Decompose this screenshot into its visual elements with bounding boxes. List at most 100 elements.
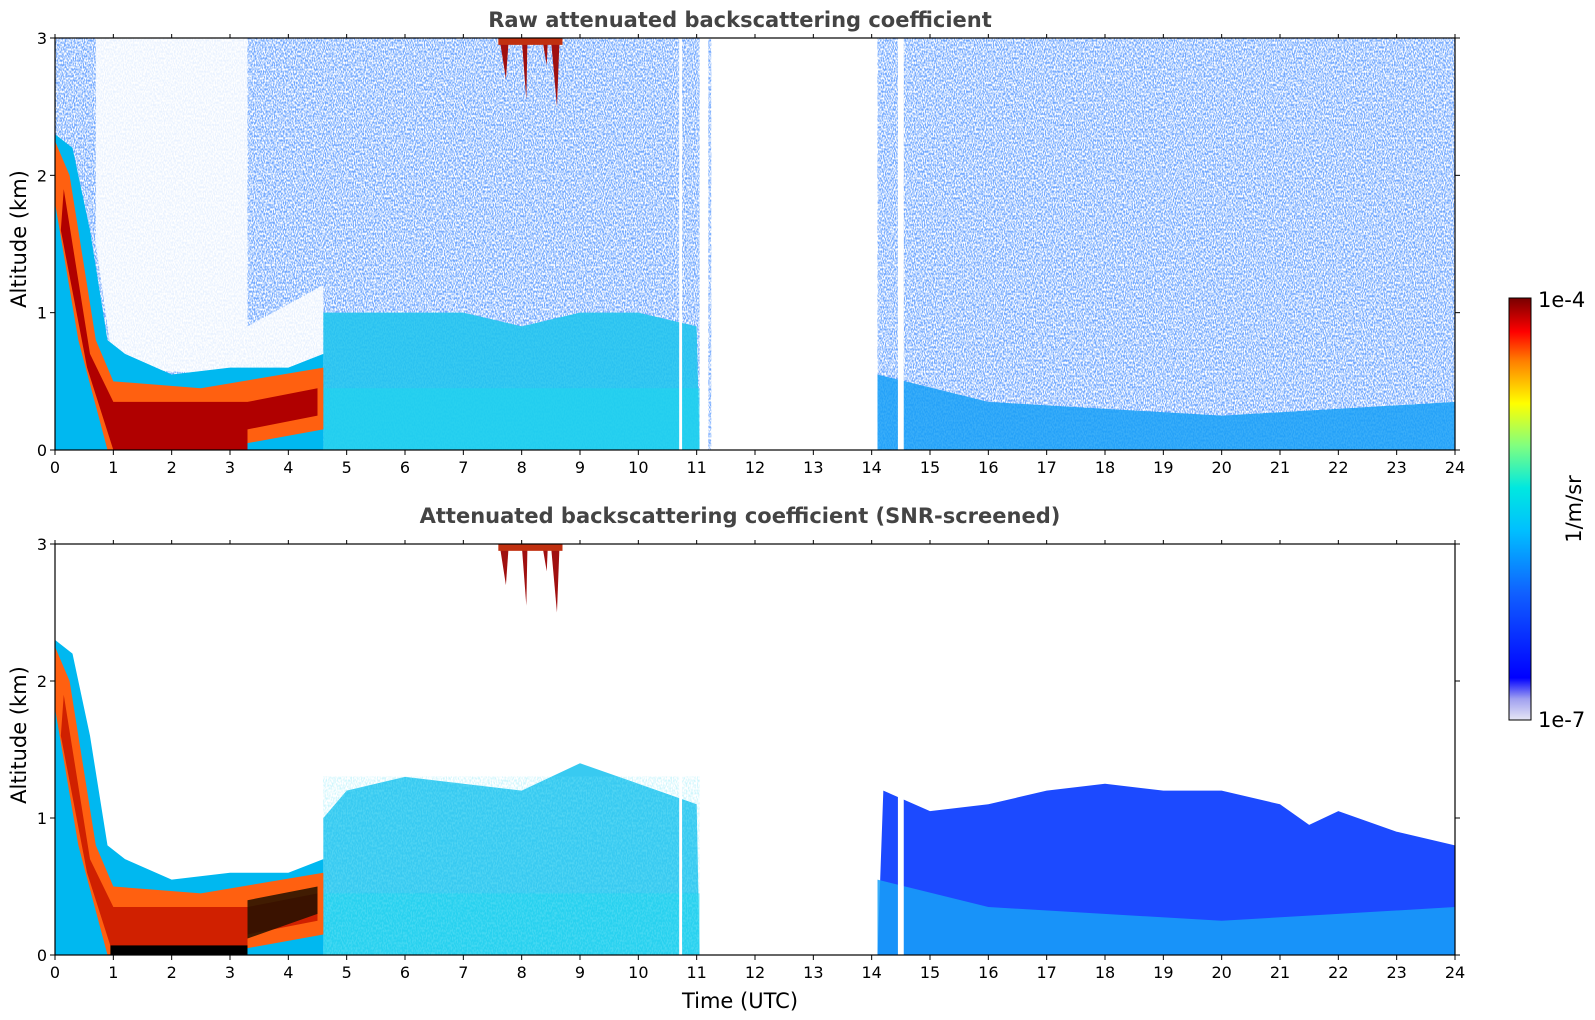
high-cloud-streak: [521, 544, 528, 606]
no-data-gap: [897, 544, 904, 955]
x-tick-label: 4: [283, 458, 293, 477]
x-tick-label: 6: [400, 963, 410, 982]
no-data-gap: [699, 544, 709, 955]
x-tick-label: 17: [1036, 963, 1056, 982]
colorbar-max-label: 1e-4: [1538, 288, 1585, 312]
panel1-heatmap: [55, 38, 1455, 450]
x-tick-label: 20: [1211, 963, 1231, 982]
colorbar-scale: [1508, 297, 1532, 721]
panel1-x-ticks: 0 1 2 3 4 5 6 7 8 9 10 11 12 13 14 15 16 17 18 19 20 21 22 23 24: [50, 34, 1465, 477]
x-tick-label: 23: [1386, 458, 1406, 477]
y-tick-label: 1: [37, 304, 47, 323]
x-tick-label: 12: [745, 458, 765, 477]
x-tick-label: 5: [342, 458, 352, 477]
x-tick-label: 12: [745, 963, 765, 982]
clear-region: [95, 38, 324, 382]
x-tick-label: 3: [225, 458, 235, 477]
x-tick-label: 23: [1386, 963, 1406, 982]
x-tick-label: 7: [458, 963, 468, 982]
x-tick-label: 8: [517, 963, 527, 982]
aerosol-core-morning: [323, 388, 700, 450]
x-tick-label: 15: [920, 963, 940, 982]
panel1-y-ticks: 0 1 2 3: [37, 29, 1460, 460]
attenuated-region: [110, 945, 248, 955]
x-tick-label: 17: [1036, 458, 1056, 477]
x-tick-label: 18: [1095, 963, 1115, 982]
panel2-heatmap: [55, 544, 1455, 955]
high-cloud-streak: [550, 544, 560, 613]
low-cloud-envelope: [55, 134, 324, 450]
colorbar-unit-label: 1/m/sr: [1562, 475, 1586, 543]
panel2-x-ticks: 0 1 2 3 4 5 6 7 8 9 10 11 12 13 14 15 16 17 18 19 20 21 22 23 24: [50, 540, 1465, 982]
x-tick-label: 7: [458, 458, 468, 477]
x-tick-label: 19: [1153, 458, 1173, 477]
panel2-title: Attenuated backscattering coefficient (S…: [420, 504, 1061, 528]
high-cloud-streak: [499, 38, 509, 80]
high-cloud-streak: [521, 38, 528, 100]
x-tick-label: 1: [108, 458, 118, 477]
y-tick-label: 3: [37, 29, 47, 48]
x-tick-label: 16: [978, 458, 998, 477]
attenuated-streak: [247, 886, 318, 939]
x-tick-label: 11: [686, 458, 706, 477]
x-tick-label: 8: [517, 458, 527, 477]
panel1-y-axis-label: Altitude (km): [7, 170, 31, 308]
high-cloud-streak: [499, 544, 509, 586]
x-tick-label: 15: [920, 458, 940, 477]
x-tick-label: 18: [1095, 458, 1115, 477]
x-tick-label: 10: [628, 963, 648, 982]
x-tick-label: 21: [1270, 458, 1290, 477]
y-tick-label: 3: [37, 535, 47, 554]
x-tick-label: 24: [1445, 963, 1465, 982]
x-tick-label: 22: [1328, 458, 1348, 477]
x-tick-label: 16: [978, 963, 998, 982]
x-tick-label: 10: [628, 458, 648, 477]
panel2-y-ticks: 0 1 2 3: [37, 535, 1460, 965]
y-tick-label: 0: [37, 946, 47, 965]
x-tick-label: 2: [167, 963, 177, 982]
y-tick-label: 1: [37, 809, 47, 828]
y-tick-label: 0: [37, 441, 47, 460]
x-tick-label: 0: [50, 458, 60, 477]
snr-screened-panel: Attenuated backscattering coefficient (S…: [7, 504, 1465, 1013]
x-tick-label: 21: [1270, 963, 1290, 982]
x-tick-label: 9: [575, 458, 585, 477]
panel2-y-axis-label: Altitude (km): [7, 666, 31, 804]
no-data-gap: [679, 544, 683, 955]
x-tick-label: 24: [1445, 458, 1465, 477]
x-tick-label: 13: [803, 963, 823, 982]
x-tick-label: 1: [108, 963, 118, 982]
y-tick-label: 2: [37, 166, 47, 185]
colorbar: 1e-4 1e-7 1/m/sr: [1508, 288, 1586, 732]
colorbar-min-label: 1e-7: [1538, 708, 1585, 732]
low-cloud-envelope: [55, 639, 324, 955]
x-tick-label: 20: [1211, 458, 1231, 477]
no-data-gap: [897, 38, 904, 450]
x-tick-label: 22: [1328, 963, 1348, 982]
high-cloud-top: [498, 544, 563, 551]
panel1-title: Raw attenuated backscattering coefficien…: [488, 8, 992, 32]
aerosol-core-afternoon: [877, 374, 1455, 450]
x-tick-label: 14: [861, 963, 881, 982]
x-tick-label: 3: [225, 963, 235, 982]
x-tick-label: 4: [283, 963, 293, 982]
x-tick-label: 11: [686, 963, 706, 982]
x-axis-label: Time (UTC): [681, 989, 798, 1013]
high-cloud-streak: [550, 38, 560, 107]
no-data-gap: [679, 38, 683, 450]
x-tick-label: 2: [167, 458, 177, 477]
no-data-gap: [711, 544, 878, 955]
no-data-gap: [699, 38, 709, 450]
no-data-gap: [711, 38, 878, 450]
x-tick-label: 0: [50, 963, 60, 982]
texture-layer: [323, 776, 700, 955]
raw-backscatter-panel: Raw attenuated backscattering coefficien…: [7, 8, 1465, 477]
x-tick-label: 19: [1153, 963, 1173, 982]
x-tick-label: 13: [803, 458, 823, 477]
x-tick-label: 9: [575, 963, 585, 982]
aerosol-core-afternoon: [877, 879, 1455, 955]
y-tick-label: 2: [37, 672, 47, 691]
x-tick-label: 14: [861, 458, 881, 477]
high-cloud-top: [498, 38, 563, 45]
